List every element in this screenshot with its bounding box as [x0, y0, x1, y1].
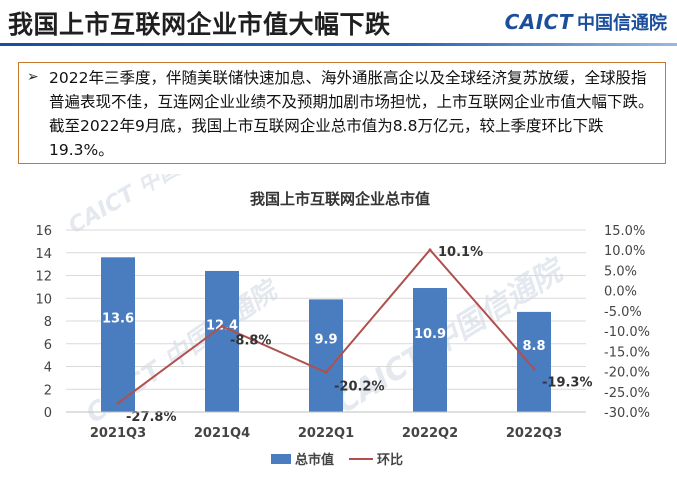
y-axis-left: 0 2 4 6 8 10 12 14 16: [35, 224, 52, 421]
caict-logo: CAICT 中国信通院: [505, 8, 667, 36]
x-tick-label: 2021Q3: [90, 426, 146, 441]
line-point: [428, 248, 432, 252]
y-right-tick-label: -25.0%: [604, 386, 650, 401]
y-left-tick-label: 2: [44, 383, 52, 398]
legend-label: 总市值: [295, 452, 334, 468]
line-data-label: -27.8%: [126, 410, 177, 425]
summary-text: 2022年三季度，伴随美联储快速加息、海外通胀高企以及全球经济复苏放缓，全球股指…: [49, 69, 654, 159]
x-axis: 2021Q3 2021Q4 2022Q1 2022Q2 2022Q3: [66, 411, 586, 441]
legend: 总市值 环比: [271, 452, 403, 468]
chart-frame: CAICT 中国信通院 CAICT 中国信通院 CAICT 中国信通院 我国上市互联…: [14, 174, 666, 480]
legend-swatch-bar: [271, 454, 291, 464]
page-title: 我国上市互联网企业市值大幅下跌: [8, 10, 391, 39]
bars-layer: 13.6 12.49.9 10.98.8: [101, 257, 551, 412]
bar: [413, 288, 447, 412]
bar: [205, 270, 239, 412]
y-left-tick-label: 12: [35, 270, 52, 285]
y-right-tick-label: -30.0%: [604, 406, 650, 421]
logo-caict-text: CAICT: [504, 10, 573, 34]
line-data-label: 10.1%: [438, 245, 483, 260]
bar-data-label: 13.6: [102, 312, 134, 327]
bar: [101, 257, 135, 412]
bar: [517, 311, 551, 412]
y-axis-right: -30.0% -25.0% -20.0% -15.0% -10.0% -5.0% 0.0% 5…: [604, 224, 650, 421]
chart-title: 我国上市互联网企业总市值: [250, 190, 430, 208]
x-tick-label: 2022Q2: [402, 426, 458, 441]
line-data-label: -8.8%: [230, 333, 271, 348]
line-point: [220, 324, 224, 328]
watermark-text: CAICT 中国信通院: [64, 174, 245, 239]
legend-label: 环比: [377, 452, 403, 468]
y-left-tick-label: 6: [44, 338, 52, 353]
line-point: [116, 401, 120, 405]
y-right-tick-label: -10.0%: [604, 325, 650, 340]
y-right-tick-label: -15.0%: [604, 345, 650, 360]
y-right-tick-label: -5.0%: [604, 305, 642, 320]
line-point: [324, 370, 328, 374]
y-left-tick-label: 4: [44, 361, 52, 376]
bar: [309, 299, 343, 412]
logo-cn-text: 中国信通院: [577, 13, 667, 34]
x-tick-label: 2021Q4: [194, 426, 250, 441]
y-right-tick-label: 10.0%: [604, 244, 645, 259]
line-data-label: -20.2%: [334, 379, 385, 394]
summary-box: ➢ 2022年三季度，伴随美联储快速加息、海外通胀高企以及全球经济复苏放缓，全球…: [18, 62, 666, 164]
bar-data-label: 10.9: [414, 327, 446, 342]
line-data-label: -19.3%: [542, 376, 593, 391]
line-layer: -27.8% -8.8% -20.2% 10.1% -19.3%: [116, 245, 593, 425]
bar-data-label: 8.8: [522, 339, 545, 354]
y-left-tick-label: 10: [35, 292, 52, 307]
bullet-arrow-icon: ➢: [27, 69, 39, 85]
y-right-tick-label: -20.0%: [604, 366, 650, 381]
y-right-tick-label: 0.0%: [604, 285, 637, 300]
y-left-tick-label: 14: [35, 247, 52, 262]
header: 我国上市互联网企业市值大幅下跌 CAICT 中国信通院: [0, 0, 677, 46]
y-left-tick-label: 16: [35, 224, 52, 239]
y-left-tick-label: 8: [44, 315, 52, 330]
header-divider: [0, 43, 677, 46]
x-tick-label: 2022Q3: [506, 426, 562, 441]
y-right-tick-label: 5.0%: [604, 264, 637, 279]
bar-data-label: 9.9: [314, 333, 337, 348]
y-right-tick-label: 15.0%: [604, 224, 645, 239]
x-tick-label: 2022Q1: [298, 426, 354, 441]
y-left-tick-label: 0: [44, 406, 52, 421]
line-point: [532, 367, 536, 371]
